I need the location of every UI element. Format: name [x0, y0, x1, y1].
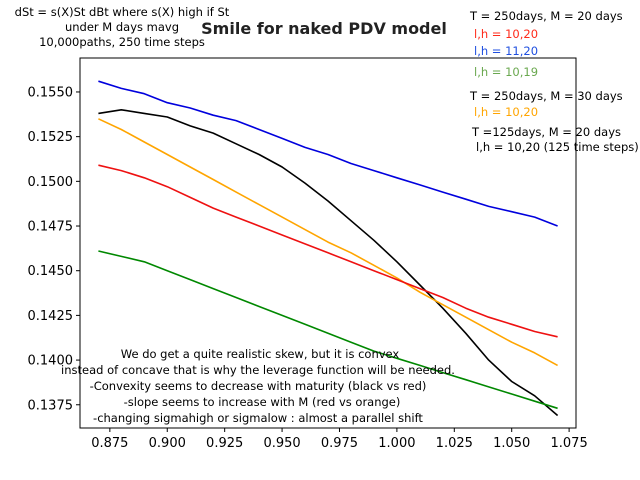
- series-line-2: [98, 109, 559, 417]
- x-tick-label: 1.075: [551, 436, 588, 451]
- x-tick-label: 1.050: [493, 436, 530, 451]
- x-tick-label: 0.975: [321, 436, 358, 451]
- y-tick-label: 0.1500: [28, 175, 74, 190]
- y-tick-label: 0.1450: [28, 264, 74, 279]
- legend-entry: l,h = 10,19: [474, 65, 538, 79]
- annotation-line: -slope seems to increase with M (red vs …: [124, 395, 401, 409]
- y-tick-label: 0.1550: [28, 85, 74, 100]
- legend: T = 250days, M = 20 days l,h = 10,20 l,h =…: [469, 9, 639, 154]
- legend-entry: T = 250days, M = 30 days: [469, 89, 623, 103]
- annotation-line: -Convexity seems to decrease with maturi…: [90, 379, 427, 393]
- series-lines: [98, 80, 559, 417]
- annotation-line: We do get a quite realistic skew, but it…: [121, 347, 400, 361]
- y-axis: 0.1375 0.1400 0.1425 0.1450 0.1475 0.1500 0.15…: [28, 85, 80, 413]
- series-line-1: [98, 80, 558, 227]
- annotation-line: instead of concave that is why the lever…: [61, 363, 455, 377]
- y-tick-label: 0.1375: [28, 398, 74, 413]
- annotation-line: -changing sigmahigh or sigmalow : almost…: [93, 411, 423, 425]
- y-tick-label: 0.1425: [28, 309, 74, 324]
- header-note-line: 10,000paths, 250 time steps: [39, 35, 205, 49]
- series-line-4: [98, 164, 558, 338]
- series-line-3: [98, 118, 558, 367]
- legend-entry: l,h = 10,20: [474, 27, 538, 41]
- x-tick-label: 1.000: [378, 436, 415, 451]
- y-tick-label: 0.1400: [28, 354, 74, 369]
- legend-entry: l,h = 10,20: [474, 105, 538, 119]
- header-note-line: under M days mavg: [65, 20, 179, 34]
- annotation-block: We do get a quite realistic skew, but it…: [61, 347, 455, 425]
- legend-entry: l,h = 11,20: [474, 44, 538, 58]
- x-tick-label: 1.025: [436, 436, 473, 451]
- series-line-5: [98, 250, 558, 410]
- header-note: dSt = s(X)St dBt where s(X) high if St un…: [15, 5, 230, 49]
- chart-title: Smile for naked PDV model: [201, 19, 447, 38]
- x-tick-label: 0.925: [206, 436, 243, 451]
- legend-entry: l,h = 10,20 (125 time steps): [476, 140, 639, 154]
- x-tick-label: 0.875: [91, 436, 128, 451]
- x-axis: 0.875 0.900 0.925 0.950 0.975 1.000 1.025 1.050…: [91, 428, 588, 451]
- legend-entry: T = 250days, M = 20 days: [469, 9, 623, 23]
- y-tick-label: 0.1475: [28, 220, 74, 235]
- x-tick-label: 0.900: [149, 436, 186, 451]
- x-tick-label: 0.950: [263, 436, 300, 451]
- header-note-line: dSt = s(X)St dBt where s(X) high if St: [15, 5, 230, 19]
- legend-entry: T =125days, M = 20 days: [471, 125, 621, 139]
- plot-frame: [79, 57, 577, 429]
- y-tick-label: 0.1525: [28, 130, 74, 145]
